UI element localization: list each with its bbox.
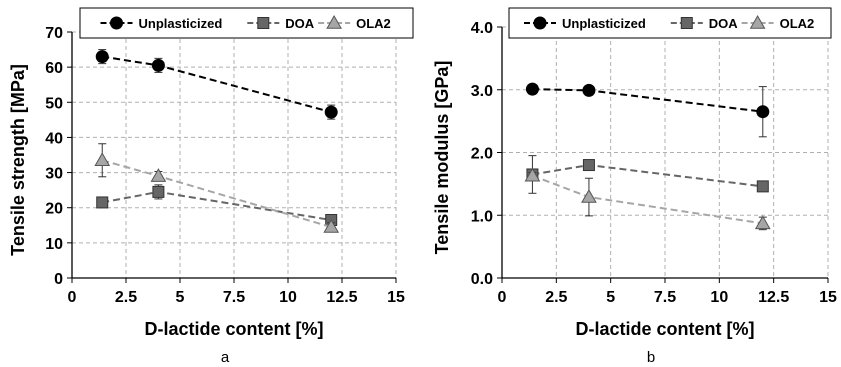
legend-label: Unplasticized — [562, 16, 646, 31]
data-point — [150, 168, 167, 182]
series-ola2 — [524, 167, 771, 231]
y-tick-label: 0.0 — [471, 271, 493, 288]
data-point — [524, 167, 541, 182]
legend-item-doa: DOA — [247, 16, 315, 31]
legend-marker — [749, 14, 766, 29]
legend-marker — [680, 17, 693, 29]
legend-label: Unplasticized — [139, 16, 223, 31]
y-tick-label: 2.0 — [471, 146, 493, 163]
data-point — [324, 105, 338, 119]
x-tick-label: 0 — [68, 289, 77, 306]
x-tick-label: 10 — [279, 289, 297, 306]
y-axis-title: Tensile modulus [GPa] — [432, 61, 452, 255]
series-ola2 — [94, 143, 340, 233]
data-point — [94, 152, 111, 167]
legend-item-unplasticized: Unplasticized — [524, 16, 646, 31]
x-tick-label: 0 — [498, 289, 507, 306]
data-point — [754, 215, 771, 230]
legend-item-unplasticized: Unplasticized — [100, 16, 223, 31]
legend-box — [508, 7, 832, 39]
data-point — [582, 159, 595, 172]
data-point — [525, 82, 539, 96]
series-line — [101, 159, 332, 229]
legend: Unplasticized DOA OLA2 — [79, 7, 414, 39]
x-tick-label: 12.5 — [758, 289, 789, 306]
y-tick-label: 10 — [45, 236, 63, 253]
x-axis-title: D-lactide content [%] — [144, 319, 323, 339]
series-line — [532, 164, 763, 188]
x-tick-label: 7.5 — [223, 289, 245, 306]
legend-item-ola2: OLA2 — [741, 14, 815, 31]
data-point — [151, 58, 165, 72]
x-tick-label: 12.5 — [326, 289, 357, 306]
data-point — [152, 185, 165, 198]
legend-label: DOA — [709, 16, 739, 31]
data-point — [756, 105, 770, 119]
series-unplasticized — [95, 49, 338, 120]
legend-box — [79, 7, 414, 39]
x-tick-label: 15 — [387, 289, 405, 306]
legend-item-ola2: OLA2 — [318, 14, 391, 31]
chart-panel-a: 0 2.5 5 7.5 10 12.5 15 0 10 20 30 40 50 60 70 D-lactide… — [8, 7, 414, 366]
y-tick-label: 40 — [45, 130, 63, 147]
legend-marker — [326, 14, 342, 29]
y-tick-label: 20 — [45, 201, 63, 218]
x-tick-label: 5 — [176, 289, 185, 306]
y-tick-label: 30 — [45, 166, 63, 183]
y-tick-label: 4.0 — [471, 20, 493, 37]
y-tick-label: 1.0 — [471, 208, 493, 225]
panel-label: a — [221, 349, 230, 366]
legend-label: OLA2 — [780, 16, 815, 31]
series-doa — [96, 184, 338, 227]
x-tick-label: 2.5 — [115, 289, 137, 306]
legend-marker — [110, 16, 123, 30]
x-tick-label: 10 — [710, 289, 728, 306]
x-tick-label: 5 — [606, 289, 615, 306]
series-doa — [526, 155, 769, 194]
data-point — [96, 196, 109, 209]
x-tick-label: 15 — [819, 289, 837, 306]
y-axis-title: Tensile strength [MPa] — [8, 64, 28, 256]
data-point — [582, 83, 596, 97]
data-point — [323, 219, 340, 233]
y-tick-label: 60 — [45, 60, 63, 77]
y-tick-label: 50 — [45, 95, 63, 112]
gridlines — [72, 31, 397, 278]
data-point — [95, 50, 109, 64]
y-tick-label: 70 — [45, 25, 63, 42]
legend-marker — [257, 17, 270, 29]
x-tick-label: 2.5 — [545, 289, 567, 306]
y-tick-label: 3.0 — [471, 83, 493, 100]
legend-marker — [533, 16, 547, 30]
legend-label: OLA2 — [356, 16, 391, 31]
panel-label: b — [647, 349, 655, 366]
gridlines — [502, 26, 829, 278]
series-line — [102, 190, 332, 222]
data-point — [581, 189, 597, 203]
series-line — [532, 88, 763, 113]
x-tick-label: 7.5 — [654, 289, 676, 306]
legend-item-doa: DOA — [670, 16, 739, 31]
series-line — [532, 174, 763, 225]
legend: Unplasticized DOA OLA2 — [508, 7, 832, 39]
data-point — [756, 180, 769, 193]
y-tick-label: 0 — [54, 271, 63, 288]
legend-label: DOA — [285, 16, 315, 31]
series-unplasticized — [525, 82, 770, 138]
x-axis-title: D-lactide content [%] — [575, 319, 754, 339]
series-line — [102, 55, 332, 114]
chart-panel-b: 0 2.5 5 7.5 10 12.5 15 0.0 1.0 2.0 3.0 4.0 D-lactide… — [432, 7, 837, 366]
